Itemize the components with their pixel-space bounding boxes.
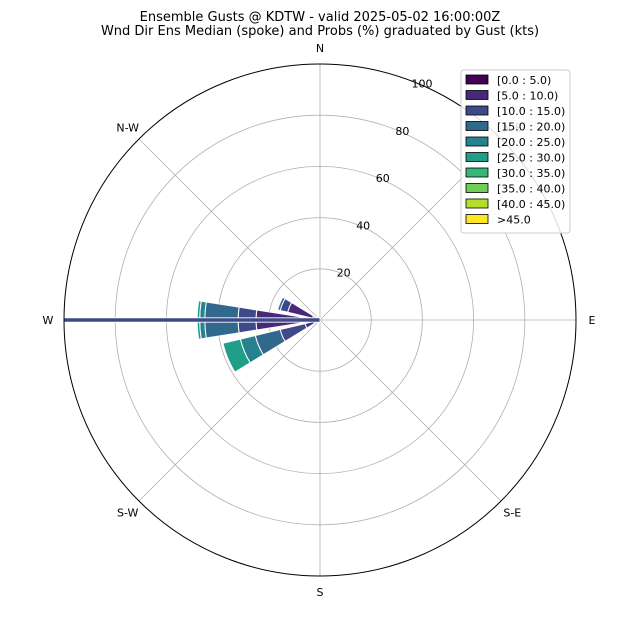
- legend-label-7: [35.0 : 40.0): [497, 183, 565, 196]
- legend-label-3: [15.0 : 20.0): [497, 121, 565, 134]
- bar-sector-0-bin-2: [279, 322, 308, 343]
- legend-swatch-6: [465, 167, 489, 178]
- legend-swatch-0: [465, 74, 489, 85]
- direction-labels: NN-EES-ESS-WWN-W: [43, 42, 596, 599]
- chart-title: Ensemble Gusts @ KDTW - valid 2025-05-02…: [0, 11, 640, 39]
- direction-label-0: N: [316, 42, 324, 55]
- legend-label-0: [0.0 : 5.0): [497, 74, 551, 87]
- title-line-2: Wnd Dir Ens Median (spoke) and Probs (%)…: [100, 24, 540, 39]
- grid-spoke-7: [138, 138, 321, 321]
- legend-label-6: [30.0 : 35.0): [497, 167, 565, 180]
- median-direction-spoke: [63, 317, 321, 323]
- wind-rose-bars: [196, 296, 321, 373]
- direction-label-2: E: [589, 314, 596, 327]
- legend-label-2: [10.0 : 15.0): [497, 105, 565, 118]
- direction-label-6: W: [43, 314, 54, 327]
- legend: [0.0 : 5.0) [5.0 : 10.0) [10.0 : 15.0) [15.…: [460, 69, 571, 234]
- median-spoke: [63, 317, 321, 323]
- legend-swatch-2: [465, 105, 489, 116]
- direction-label-7: N-W: [116, 122, 139, 135]
- legend-label-1: [5.0 : 10.0): [497, 90, 558, 103]
- polar-frame: [63, 63, 577, 577]
- bar-sector-2-bin-3: [277, 296, 286, 312]
- radial-tick-0: 20: [337, 267, 351, 280]
- legend-swatch-4: [465, 136, 489, 147]
- legend-swatch-1: [465, 90, 489, 100]
- legend-swatch-7: [465, 183, 489, 193]
- radial-tick-labels: 20 40 60 80 100: [337, 78, 433, 280]
- legend-swatch-3: [465, 121, 489, 131]
- grid-spoke-3: [319, 319, 502, 502]
- bar-sector-0-bin-5: [222, 338, 251, 373]
- legend-label-5: [25.0 : 30.0): [497, 152, 565, 165]
- title-line-1: Ensemble Gusts @ KDTW - valid 2025-05-02…: [139, 10, 501, 25]
- polar-grid: [64, 64, 576, 576]
- radial-tick-3: 80: [395, 125, 409, 138]
- legend-label-9: >45.0: [497, 214, 531, 227]
- legend-label-4: [20.0 : 25.0): [497, 136, 565, 149]
- direction-label-3: S-E: [503, 506, 521, 519]
- direction-label-4: S: [317, 586, 324, 599]
- grid-spoke-5: [138, 319, 321, 502]
- legend-label-8: [40.0 : 45.0): [497, 198, 565, 211]
- legend-swatch-5: [465, 152, 489, 162]
- radial-tick-1: 40: [356, 219, 370, 232]
- legend-swatch-8: [465, 198, 489, 209]
- radial-tick-4: 100: [412, 78, 433, 91]
- direction-label-5: S-W: [117, 506, 139, 519]
- radial-tick-2: 60: [376, 172, 390, 185]
- legend-swatch-9: [465, 214, 489, 224]
